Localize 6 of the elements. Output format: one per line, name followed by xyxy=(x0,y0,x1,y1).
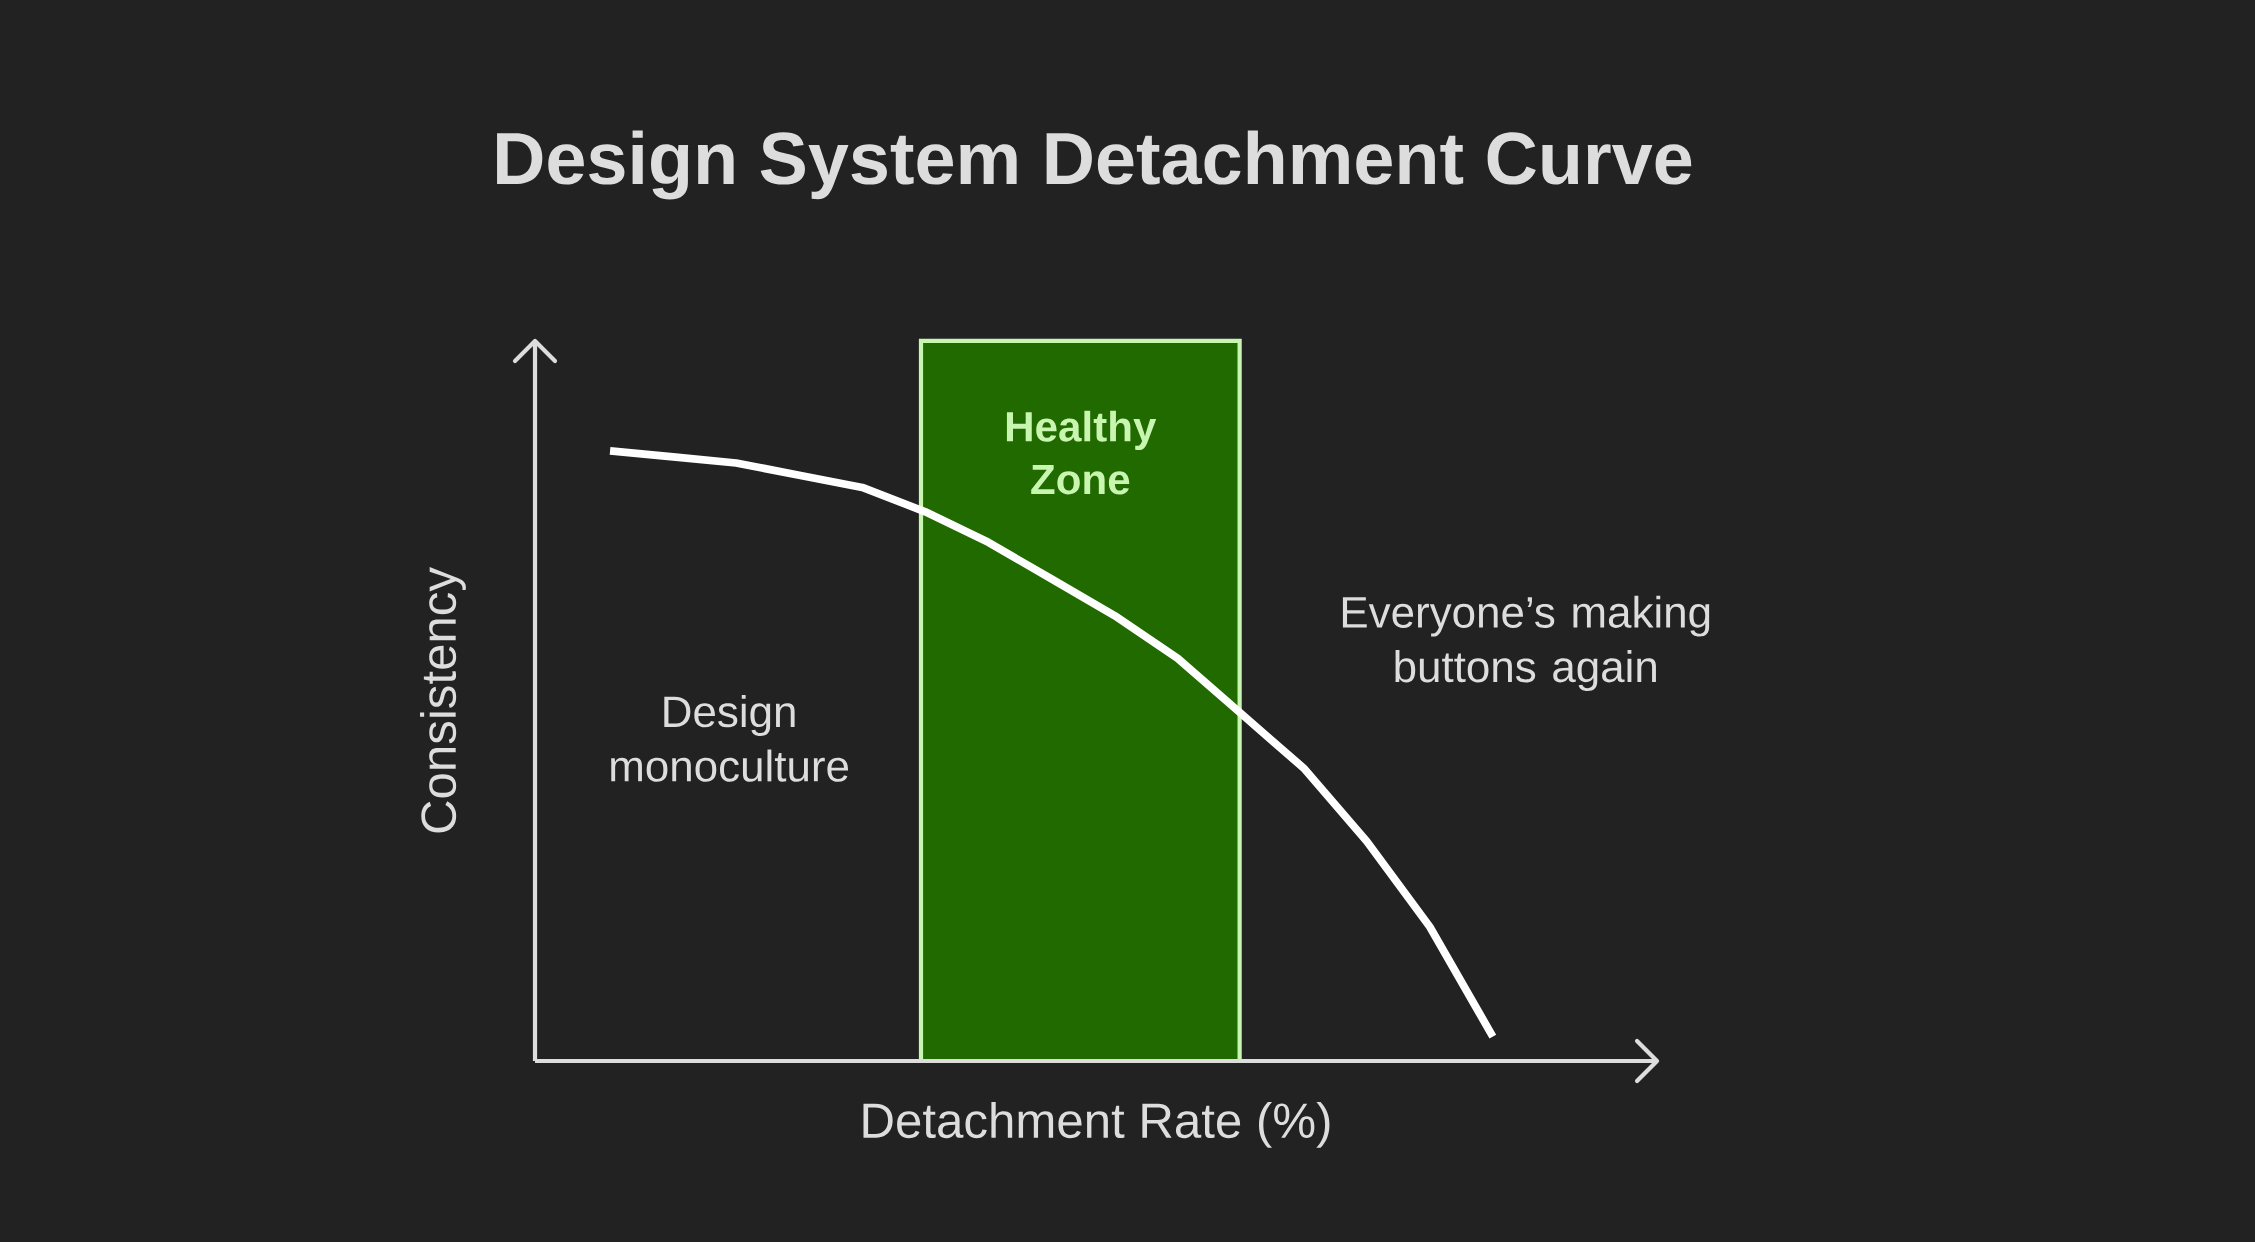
x-axis-title: Detachment Rate (%) xyxy=(863,1101,1330,1148)
y-axis-title: Consistency xyxy=(420,567,466,833)
annotation: Everyone’s making buttons again xyxy=(1342,595,1710,692)
chart-title: Design System Detachment Curve xyxy=(497,130,1692,200)
annotation: Design monoculture xyxy=(611,695,849,782)
annotation: Healthy Zone xyxy=(1006,410,1157,495)
